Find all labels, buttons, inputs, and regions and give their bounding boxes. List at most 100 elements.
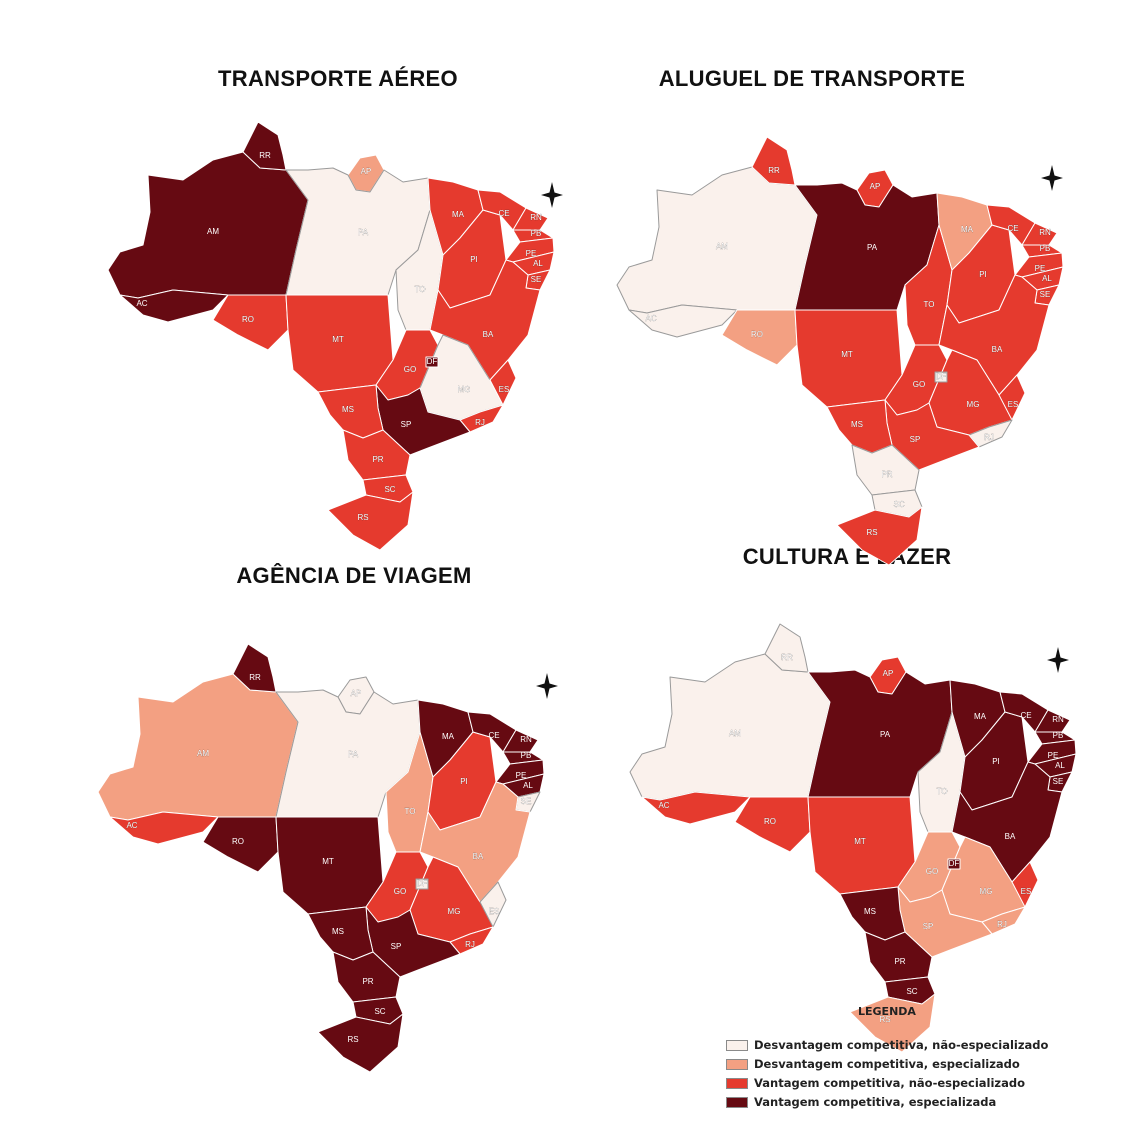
state-label-sp: SP xyxy=(923,922,934,931)
panel-title-cultura-e-lazer: CULTURA E LAZER xyxy=(742,544,952,569)
state-label-pb: PB xyxy=(1040,244,1051,253)
state-label-ac: AC xyxy=(658,801,669,810)
state-label-ap: AP xyxy=(351,689,362,698)
state-label-ma: MA xyxy=(452,210,465,219)
state-label-to: TO xyxy=(924,300,935,309)
state-label-rs: RS xyxy=(347,1035,358,1044)
legend-swatch xyxy=(726,1039,748,1051)
state-label-pr: PR xyxy=(894,957,905,966)
state-label-ba: BA xyxy=(473,852,484,861)
state-ac xyxy=(109,811,219,845)
state-label-se: SE xyxy=(1040,290,1051,299)
state-label-pi: PI xyxy=(470,255,478,264)
state-label-sc: SC xyxy=(384,485,395,494)
state-label-to: TO xyxy=(937,787,948,796)
state-label-pi: PI xyxy=(979,270,987,279)
state-label-mg: MG xyxy=(458,385,471,394)
state-label-pe: PE xyxy=(516,771,527,780)
state-label-ce: CE xyxy=(488,731,499,740)
state-am xyxy=(629,653,831,801)
state-df xyxy=(425,356,439,368)
legend-swatch xyxy=(726,1096,748,1108)
state-label-rr: RR xyxy=(781,653,793,662)
state-label-ro: RO xyxy=(751,330,763,339)
state-ac xyxy=(628,304,738,338)
state-label-ap: AP xyxy=(361,167,372,176)
legend-item: Desvantagem competitiva, não-especializa… xyxy=(726,1038,1048,1052)
state-label-ba: BA xyxy=(992,345,1003,354)
compass-icon xyxy=(1041,165,1063,191)
state-es xyxy=(489,359,517,406)
state-label-ap: AP xyxy=(870,182,881,191)
state-label-pb: PB xyxy=(531,229,542,238)
state-rs xyxy=(836,506,923,566)
state-es xyxy=(1011,861,1039,908)
state-ba xyxy=(419,781,531,903)
state-label-sp: SP xyxy=(401,420,412,429)
state-label-pr: PR xyxy=(362,977,373,986)
state-label-go: GO xyxy=(404,365,416,374)
legend-label: Vantagem competitiva, especializada xyxy=(754,1095,997,1109)
state-label-ce: CE xyxy=(498,209,509,218)
state-label-al: AL xyxy=(1055,761,1065,770)
state-label-ap: AP xyxy=(883,669,894,678)
state-label-go: GO xyxy=(926,867,938,876)
state-label-df: DF xyxy=(949,859,960,868)
legend-item: Desvantagem competitiva, especializado xyxy=(726,1057,1020,1071)
state-label-ba: BA xyxy=(483,330,494,339)
state-label-rj: RJ xyxy=(997,920,1007,929)
state-label-ac: AC xyxy=(136,299,147,308)
state-label-mg: MG xyxy=(967,400,980,409)
state-label-pe: PE xyxy=(526,249,537,258)
state-label-ro: RO xyxy=(232,837,244,846)
state-label-ac: AC xyxy=(645,314,656,323)
panel-title-agencia-de-viagem: AGÊNCIA DE VIAGEM xyxy=(236,563,472,588)
state-ba xyxy=(938,274,1050,396)
state-ac xyxy=(119,289,229,323)
legend-swatch xyxy=(726,1077,748,1089)
state-label-rn: RN xyxy=(530,213,542,222)
state-df xyxy=(947,858,961,870)
state-label-al: AL xyxy=(1042,274,1052,283)
state-label-go: GO xyxy=(913,380,925,389)
state-label-pe: PE xyxy=(1048,751,1059,760)
state-label-se: SE xyxy=(531,275,542,284)
state-label-go: GO xyxy=(394,887,406,896)
state-label-ce: CE xyxy=(1020,711,1031,720)
compass-icon xyxy=(536,673,558,699)
state-label-ma: MA xyxy=(961,225,974,234)
state-ac xyxy=(641,791,751,825)
state-label-pa: PA xyxy=(867,243,878,252)
legend-label: Vantagem competitiva, não-especializado xyxy=(754,1076,1026,1090)
compass-icon xyxy=(541,182,563,208)
state-label-mt: MT xyxy=(322,857,334,866)
state-label-pb: PB xyxy=(1053,731,1064,740)
state-pr xyxy=(342,429,411,481)
state-label-rr: RR xyxy=(249,673,261,682)
state-rr xyxy=(242,121,287,171)
state-rr xyxy=(751,136,796,186)
state-label-rs: RS xyxy=(357,513,368,522)
state-label-am: AM xyxy=(197,749,209,758)
state-ba xyxy=(429,259,541,381)
state-rr xyxy=(764,623,809,673)
panel-title-aluguel-de-transporte: ALUGUEL DE TRANSPORTE xyxy=(658,66,966,91)
state-label-mg: MG xyxy=(448,907,461,916)
state-rr xyxy=(232,643,277,693)
state-label-al: AL xyxy=(533,259,543,268)
state-pr xyxy=(332,951,401,1003)
state-label-df: DF xyxy=(936,372,947,381)
state-label-ms: MS xyxy=(851,420,863,429)
state-label-es: ES xyxy=(489,907,500,916)
state-label-es: ES xyxy=(499,385,510,394)
state-label-pb: PB xyxy=(521,751,532,760)
state-label-ce: CE xyxy=(1007,224,1018,233)
state-df xyxy=(934,371,948,383)
state-label-pr: PR xyxy=(881,470,892,479)
state-label-ro: RO xyxy=(242,315,254,324)
state-label-ma: MA xyxy=(974,712,987,721)
